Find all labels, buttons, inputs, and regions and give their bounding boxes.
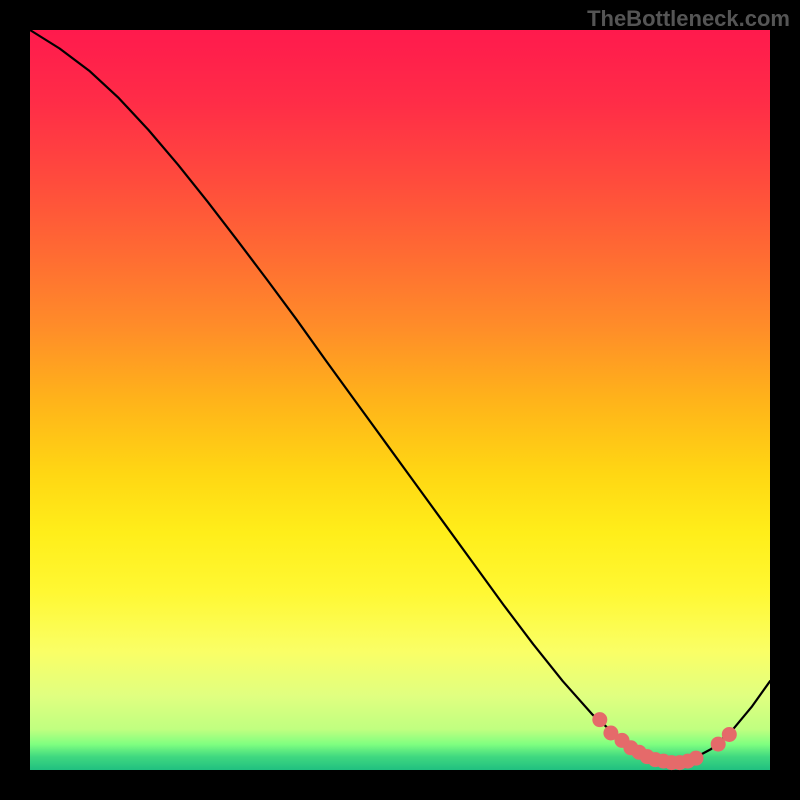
bottleneck-curve-chart <box>0 0 800 800</box>
plot-background <box>30 30 770 770</box>
watermark-label: TheBottleneck.com <box>587 6 790 32</box>
curve-marker <box>722 727 737 742</box>
chart-container: TheBottleneck.com <box>0 0 800 800</box>
curve-marker <box>689 751 704 766</box>
curve-marker <box>592 712 607 727</box>
